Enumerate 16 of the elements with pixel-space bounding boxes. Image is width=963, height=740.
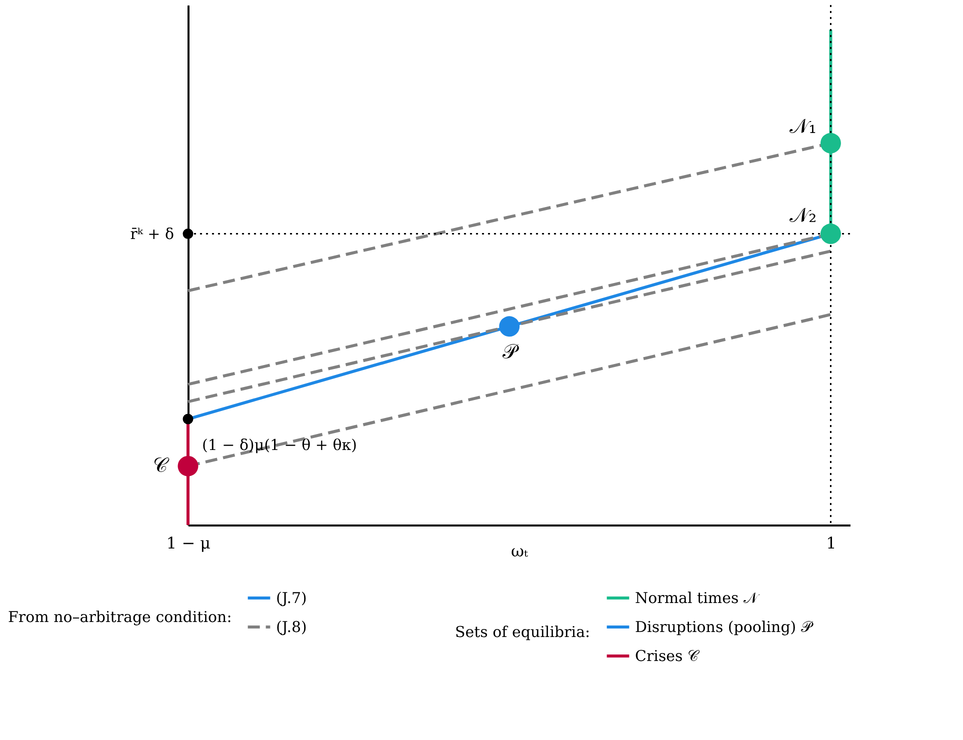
legend-label: (J.8) xyxy=(276,618,307,636)
legend-label: Crises 𝒞 xyxy=(635,647,700,665)
annotation: 𝒫 xyxy=(502,339,520,364)
text: From no–arbitrage condition: xyxy=(8,608,232,626)
text: Sets of equilibria: xyxy=(455,623,590,641)
x-tick-label: 1 − μ xyxy=(166,534,211,552)
legend-label: Disruptions (pooling) 𝒫 xyxy=(635,618,814,636)
x-axis-title: ωₜ xyxy=(511,542,528,560)
ref-line-label: r̄ᵏ + δ xyxy=(130,224,174,243)
annotation: 𝒩₁ xyxy=(790,114,817,138)
annotation: (1 − δ)μ(1 − θ + θκ) xyxy=(202,436,358,454)
annotation: 𝒩₂ xyxy=(790,202,817,227)
legend-label: Normal times 𝒩 xyxy=(635,589,760,607)
annotation: 𝒞 xyxy=(153,453,170,478)
legend-label: (J.7) xyxy=(276,589,307,607)
x-tick-label: 1 xyxy=(826,534,836,552)
